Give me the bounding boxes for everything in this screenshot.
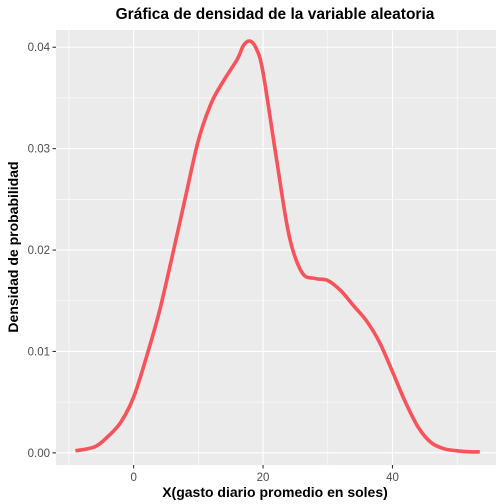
y-tick-label: 0.03 [28, 144, 50, 156]
grid-minor [56, 30, 496, 465]
y-tick-label: 0.02 [28, 245, 50, 257]
y-axis-ticks [52, 46, 56, 454]
x-axis-title: X(gasto diario promedio en soles) [162, 484, 388, 500]
x-axis-tick-labels: 0 20 40 [130, 472, 398, 484]
y-tick-label: 0.00 [28, 448, 50, 460]
chart-title: Gráfica de densidad de la variable aleat… [116, 6, 435, 23]
grid-major [56, 30, 496, 465]
x-axis-ticks [133, 465, 394, 469]
x-tick-label: 40 [386, 472, 399, 484]
y-axis-tick-labels: 0.00 0.01 0.02 0.03 0.04 [28, 42, 51, 460]
y-tick-label: 0.04 [28, 42, 51, 54]
x-tick-label: 20 [257, 472, 270, 484]
x-tick-label: 0 [130, 472, 136, 484]
density-curve [75, 39, 480, 454]
plot-panel [56, 30, 496, 465]
y-axis-title: Densidad de probabilidad [5, 161, 21, 332]
y-tick-label: 0.01 [28, 346, 50, 358]
